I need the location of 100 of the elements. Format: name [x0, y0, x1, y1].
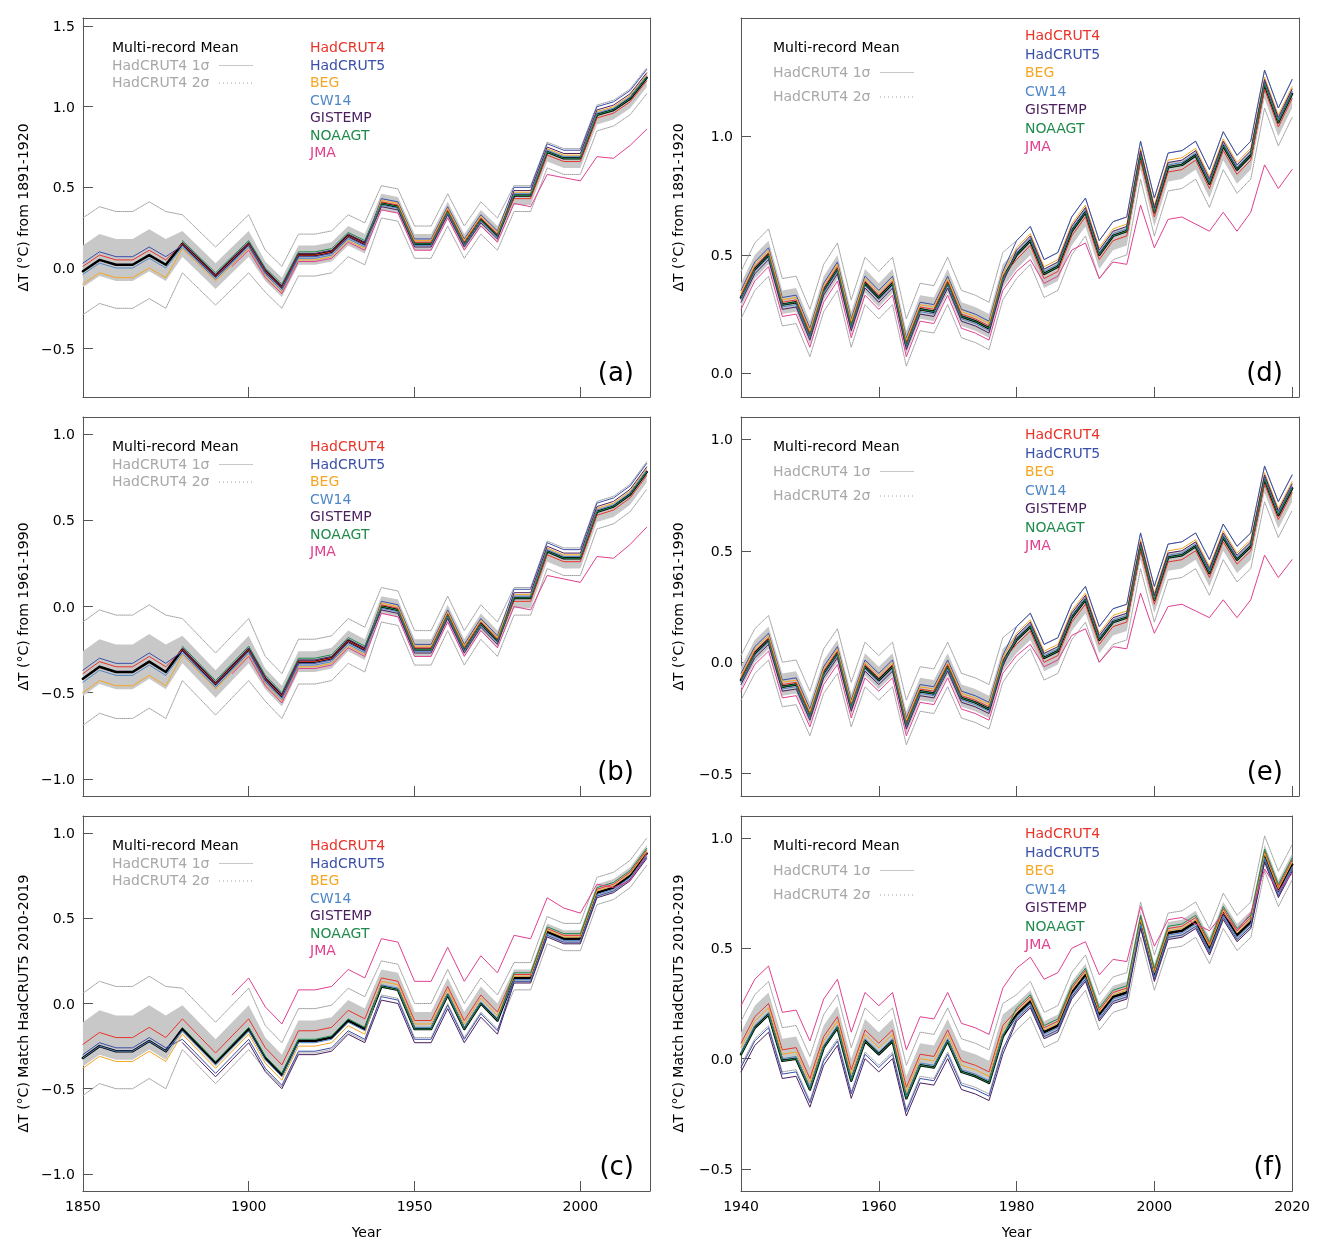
annotation: (e) [1246, 756, 1284, 786]
y-tick-label: −1.0 [40, 770, 75, 787]
y-tick-label: −0.5 [699, 1160, 733, 1177]
text: HadCRUT4 [310, 438, 386, 454]
legend-label: HadCRUT4 1σ [112, 455, 210, 472]
text: Multi-record Mean [773, 438, 900, 454]
annotation: (b) [597, 756, 635, 786]
text: NOAAGT [310, 525, 370, 542]
y-tick-label: 0.0 [710, 365, 733, 382]
text: NOAAGT [1025, 518, 1085, 535]
x-tick-label: 1900 [230, 1198, 267, 1214]
annotation: (c) [599, 1151, 635, 1181]
y-tick-label: −1.0 [40, 1165, 75, 1182]
text: Multi-record Mean [773, 39, 900, 55]
text: NOAAGT [310, 126, 370, 143]
y-tick-label: 1.0 [710, 431, 733, 448]
text: BEG [1025, 463, 1055, 479]
y-axis-title: ΔT (°C) from 1891-1920 [670, 123, 686, 292]
legend-label: HadCRUT4 2σ [773, 886, 871, 902]
text: JMA [1024, 138, 1052, 154]
y-tick-label: 0.5 [52, 179, 75, 196]
text: GISTEMP [310, 907, 372, 923]
text: BEG [310, 74, 340, 90]
y-tick-label: 0.0 [52, 259, 75, 276]
legend-label: HadCRUT4 1σ [773, 861, 871, 878]
y-tick-label: 0.5 [710, 940, 733, 957]
x-tick-label: 1980 [998, 1198, 1035, 1214]
x-tick-label: 1850 [65, 1198, 101, 1214]
text: BEG [1025, 64, 1055, 80]
y-axis-title: ΔT (°C) from 1891-1920 [15, 123, 31, 292]
y-axis-title: ΔT (°C) Match HadCRUT5 2010-2019 [670, 874, 686, 1133]
text: GISTEMP [1025, 899, 1087, 915]
x-tick-label: 1950 [396, 1198, 433, 1214]
y-axis-title: ΔT (°C) Match HadCRUT5 2010-2019 [15, 874, 31, 1133]
y-tick-label: 1.0 [710, 830, 733, 847]
text: HadCRUT5 [1025, 444, 1101, 461]
series-label: JMA [1024, 936, 1052, 952]
text: NOAAGT [310, 924, 370, 941]
text: HadCRUT5 [1025, 45, 1101, 62]
y-tick-label: 1.0 [52, 426, 75, 443]
text: GISTEMP [310, 508, 372, 524]
legend-label: HadCRUT4 1σ [112, 854, 210, 871]
text: JMA [1024, 537, 1052, 553]
y-tick-label: 0.5 [52, 910, 75, 927]
y-tick-label: 0.5 [52, 512, 75, 529]
text: JMA [309, 144, 337, 160]
y-tick-label: 1.0 [52, 825, 75, 842]
text: HadCRUT5 [1025, 843, 1101, 860]
y-tick-label: −0.5 [40, 1080, 75, 1097]
text: Multi-record Mean [112, 39, 239, 55]
y-axis-title: ΔT (°C) from 1961-1990 [670, 522, 686, 691]
y-tick-label: −0.5 [40, 340, 75, 357]
y-tick-label: 1.5 [52, 18, 75, 35]
text: HadCRUT4 [1025, 27, 1101, 43]
legend-label: HadCRUT4 2σ [773, 487, 871, 503]
x-axis-title: Year [350, 1224, 382, 1240]
text: Multi-record Mean [773, 837, 900, 853]
text: HadCRUT5 [310, 854, 386, 871]
text: CW14 [310, 91, 352, 108]
legend-label: HadCRUT4 1σ [773, 63, 871, 80]
text: BEG [1025, 862, 1055, 878]
y-tick-label: 0.0 [52, 995, 75, 1012]
text: CW14 [1025, 481, 1067, 498]
annotation: (a) [597, 357, 635, 387]
y-tick-label: 0.5 [710, 246, 733, 263]
y-tick-label: 0.0 [52, 598, 75, 615]
series-label: JMA [309, 942, 337, 958]
text: BEG [310, 473, 340, 489]
text: Multi-record Mean [112, 438, 239, 454]
y-tick-label: 1.0 [52, 98, 75, 115]
text: GISTEMP [310, 109, 372, 125]
y-tick-label: 0.5 [710, 542, 733, 559]
text: Multi-record Mean [112, 837, 239, 853]
text: BEG [310, 872, 340, 888]
x-tick-label: 1960 [860, 1198, 897, 1214]
legend-label: HadCRUT4 1σ [773, 462, 871, 479]
text: HadCRUT5 [310, 56, 386, 73]
text: NOAAGT [1025, 119, 1085, 136]
y-tick-label: −0.5 [40, 684, 75, 701]
text: HadCRUT5 [310, 455, 386, 472]
text: GISTEMP [1025, 500, 1087, 516]
legend-label: HadCRUT4 2σ [112, 872, 210, 888]
text: NOAAGT [1025, 917, 1085, 934]
legend-label: HadCRUT4 2σ [112, 473, 210, 489]
legend-label: HadCRUT4 2σ [112, 74, 210, 90]
text: CW14 [1025, 880, 1067, 897]
text: HadCRUT4 [310, 837, 386, 853]
legend-label: HadCRUT4 2σ [773, 88, 871, 104]
x-tick-label: 2000 [562, 1198, 599, 1214]
text: HadCRUT4 [1025, 825, 1101, 841]
y-tick-label: 0.0 [710, 654, 733, 671]
annotation: (f) [1253, 1151, 1284, 1181]
x-tick-label: 1940 [723, 1198, 759, 1214]
text: GISTEMP [1025, 101, 1087, 117]
text: CW14 [310, 889, 352, 906]
text: HadCRUT4 [1025, 426, 1101, 442]
text: CW14 [310, 490, 352, 507]
text: HadCRUT4 [310, 39, 386, 55]
text: JMA [309, 543, 337, 559]
x-axis-title: Year [1000, 1224, 1032, 1240]
